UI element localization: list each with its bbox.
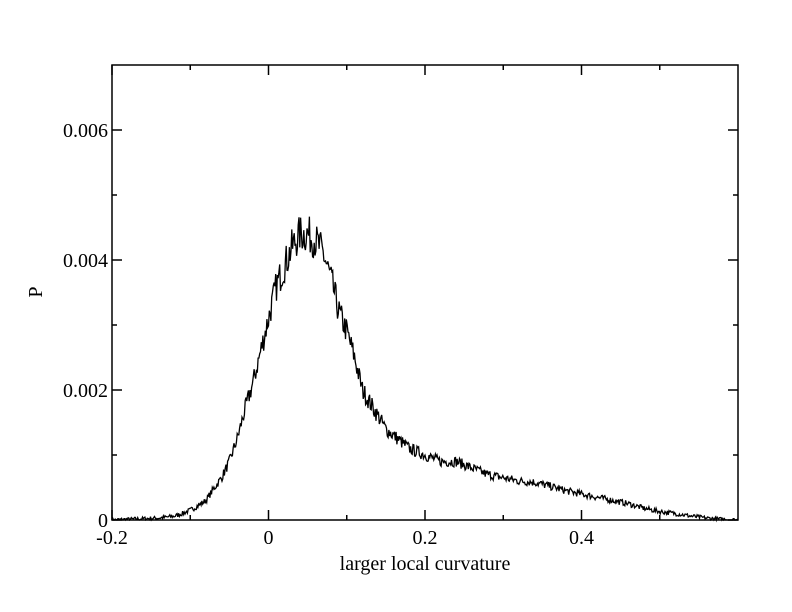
x-tick-label: 0.4 [569, 527, 594, 549]
y-tick-label: 0.006 [63, 120, 108, 142]
y-tick-label: 0.004 [63, 250, 108, 272]
x-tick-label: -0.2 [96, 527, 128, 549]
series-line [111, 216, 739, 523]
x-tick-label: 0 [264, 527, 274, 549]
x-tick-label: 0.2 [413, 527, 438, 549]
ticks-group [111, 65, 738, 521]
y-tick-label: 0 [98, 510, 108, 532]
y-tick-label: 0.002 [63, 380, 108, 402]
y-axis-title: P [25, 286, 47, 297]
plot-frame [111, 64, 739, 521]
x-axis-title: larger local curvature [340, 553, 511, 575]
